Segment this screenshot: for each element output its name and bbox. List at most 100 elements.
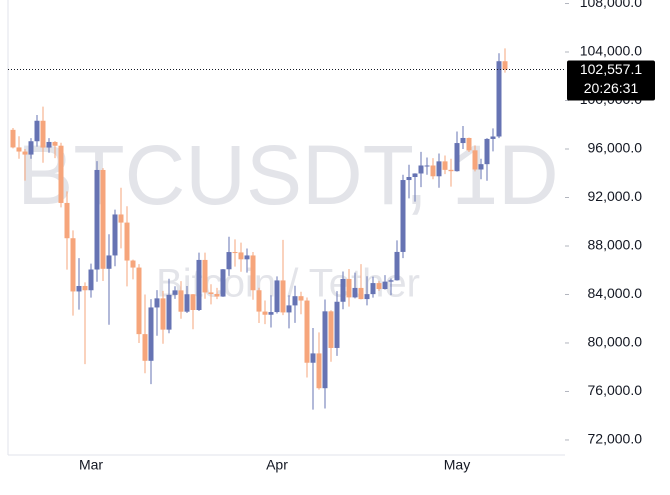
candle-body bbox=[82, 285, 88, 291]
candle-body bbox=[364, 294, 370, 300]
candle-body bbox=[100, 169, 106, 269]
candle-body bbox=[376, 283, 382, 290]
countdown-label: 20:26:31 bbox=[584, 80, 639, 96]
candle-body bbox=[496, 61, 502, 137]
candle-body bbox=[352, 287, 358, 298]
candle-body bbox=[190, 294, 196, 311]
candle-body bbox=[88, 269, 94, 291]
candle-body bbox=[268, 312, 274, 315]
candle-body bbox=[478, 164, 484, 170]
candle-body bbox=[400, 180, 406, 252]
candle-body bbox=[304, 300, 310, 363]
candle-body bbox=[52, 141, 58, 146]
candle-body bbox=[484, 138, 490, 165]
candle-body bbox=[154, 298, 160, 308]
candle-body bbox=[502, 61, 508, 70]
candle-body bbox=[490, 136, 496, 139]
candle-body bbox=[388, 280, 394, 282]
candle-body bbox=[94, 169, 100, 270]
candle-body bbox=[214, 293, 220, 297]
candle-body bbox=[430, 165, 436, 177]
candle-body bbox=[472, 150, 478, 170]
y-tick-label: 72,000.0 bbox=[588, 431, 643, 447]
candle-body bbox=[274, 280, 280, 313]
candle-body bbox=[106, 255, 112, 269]
candle-body bbox=[118, 214, 124, 223]
y-tick-label: 104,000.0 bbox=[580, 43, 642, 59]
y-tick-label: 96,000.0 bbox=[588, 140, 643, 156]
candle-body bbox=[262, 311, 268, 315]
candle-body bbox=[16, 147, 22, 152]
candle-body bbox=[220, 269, 226, 297]
last-price-label: 102,557.1 bbox=[580, 61, 642, 77]
y-tick-label: 108,000.0 bbox=[580, 0, 642, 10]
candle-body bbox=[322, 311, 328, 389]
candle-body bbox=[172, 290, 178, 295]
candle-body bbox=[442, 161, 448, 170]
candle-body bbox=[358, 287, 364, 300]
candle-body bbox=[202, 259, 208, 293]
candle-body bbox=[10, 129, 16, 148]
candle-body bbox=[424, 165, 430, 167]
x-tick-label: Apr bbox=[266, 457, 288, 473]
candle-body bbox=[34, 120, 40, 142]
candle-body bbox=[394, 251, 400, 281]
candle-body bbox=[196, 259, 202, 311]
candle-body bbox=[250, 255, 256, 291]
candle-body bbox=[178, 290, 184, 312]
candle-body bbox=[448, 169, 454, 172]
candle-body bbox=[124, 222, 130, 261]
candle-body bbox=[382, 281, 388, 290]
candle-body bbox=[142, 334, 148, 361]
candle-body bbox=[226, 252, 232, 270]
candle-body bbox=[46, 141, 52, 148]
candle-body bbox=[280, 280, 286, 313]
candle-body bbox=[310, 353, 316, 363]
candle-body bbox=[58, 145, 64, 203]
y-tick-label: 80,000.0 bbox=[588, 334, 643, 350]
y-tick-label: 84,000.0 bbox=[588, 285, 643, 301]
candle-body bbox=[28, 141, 34, 155]
last-price-box bbox=[567, 60, 655, 101]
candle-body bbox=[454, 143, 460, 172]
candle-body bbox=[64, 202, 70, 239]
candle-body bbox=[286, 305, 292, 313]
candle-body bbox=[418, 165, 424, 174]
candle-body bbox=[412, 173, 418, 178]
x-tick-label: May bbox=[444, 457, 470, 473]
candle-body bbox=[436, 161, 442, 177]
candle-body bbox=[292, 296, 298, 306]
x-tick-label: Mar bbox=[79, 457, 103, 473]
candle-body bbox=[460, 137, 466, 144]
candle-body bbox=[136, 267, 142, 335]
candle-body bbox=[184, 294, 190, 312]
candle-body bbox=[238, 252, 244, 260]
y-tick-label: 92,000.0 bbox=[588, 188, 643, 204]
candle-body bbox=[298, 296, 304, 301]
candle-body bbox=[346, 278, 352, 298]
candle-body bbox=[40, 120, 46, 148]
candle-body bbox=[340, 278, 346, 302]
candle-body bbox=[160, 298, 166, 330]
candle-body bbox=[112, 214, 118, 256]
candle-body bbox=[70, 238, 76, 292]
candle-body bbox=[328, 311, 334, 348]
candle-body bbox=[130, 260, 136, 268]
candle-body bbox=[166, 294, 172, 330]
candle-body bbox=[76, 285, 82, 292]
candle-body bbox=[148, 307, 154, 361]
candle-body bbox=[406, 177, 412, 181]
candle-body bbox=[316, 353, 322, 389]
candle-body bbox=[334, 301, 340, 348]
candle-body bbox=[256, 290, 262, 312]
candle-body bbox=[370, 283, 376, 295]
candle-body bbox=[22, 151, 28, 155]
candle-body bbox=[232, 252, 238, 254]
y-tick-label: 76,000.0 bbox=[588, 382, 643, 398]
y-tick-label: 88,000.0 bbox=[588, 237, 643, 253]
candle-body bbox=[244, 255, 250, 260]
candle-body bbox=[466, 137, 472, 151]
candle-body bbox=[208, 292, 214, 294]
